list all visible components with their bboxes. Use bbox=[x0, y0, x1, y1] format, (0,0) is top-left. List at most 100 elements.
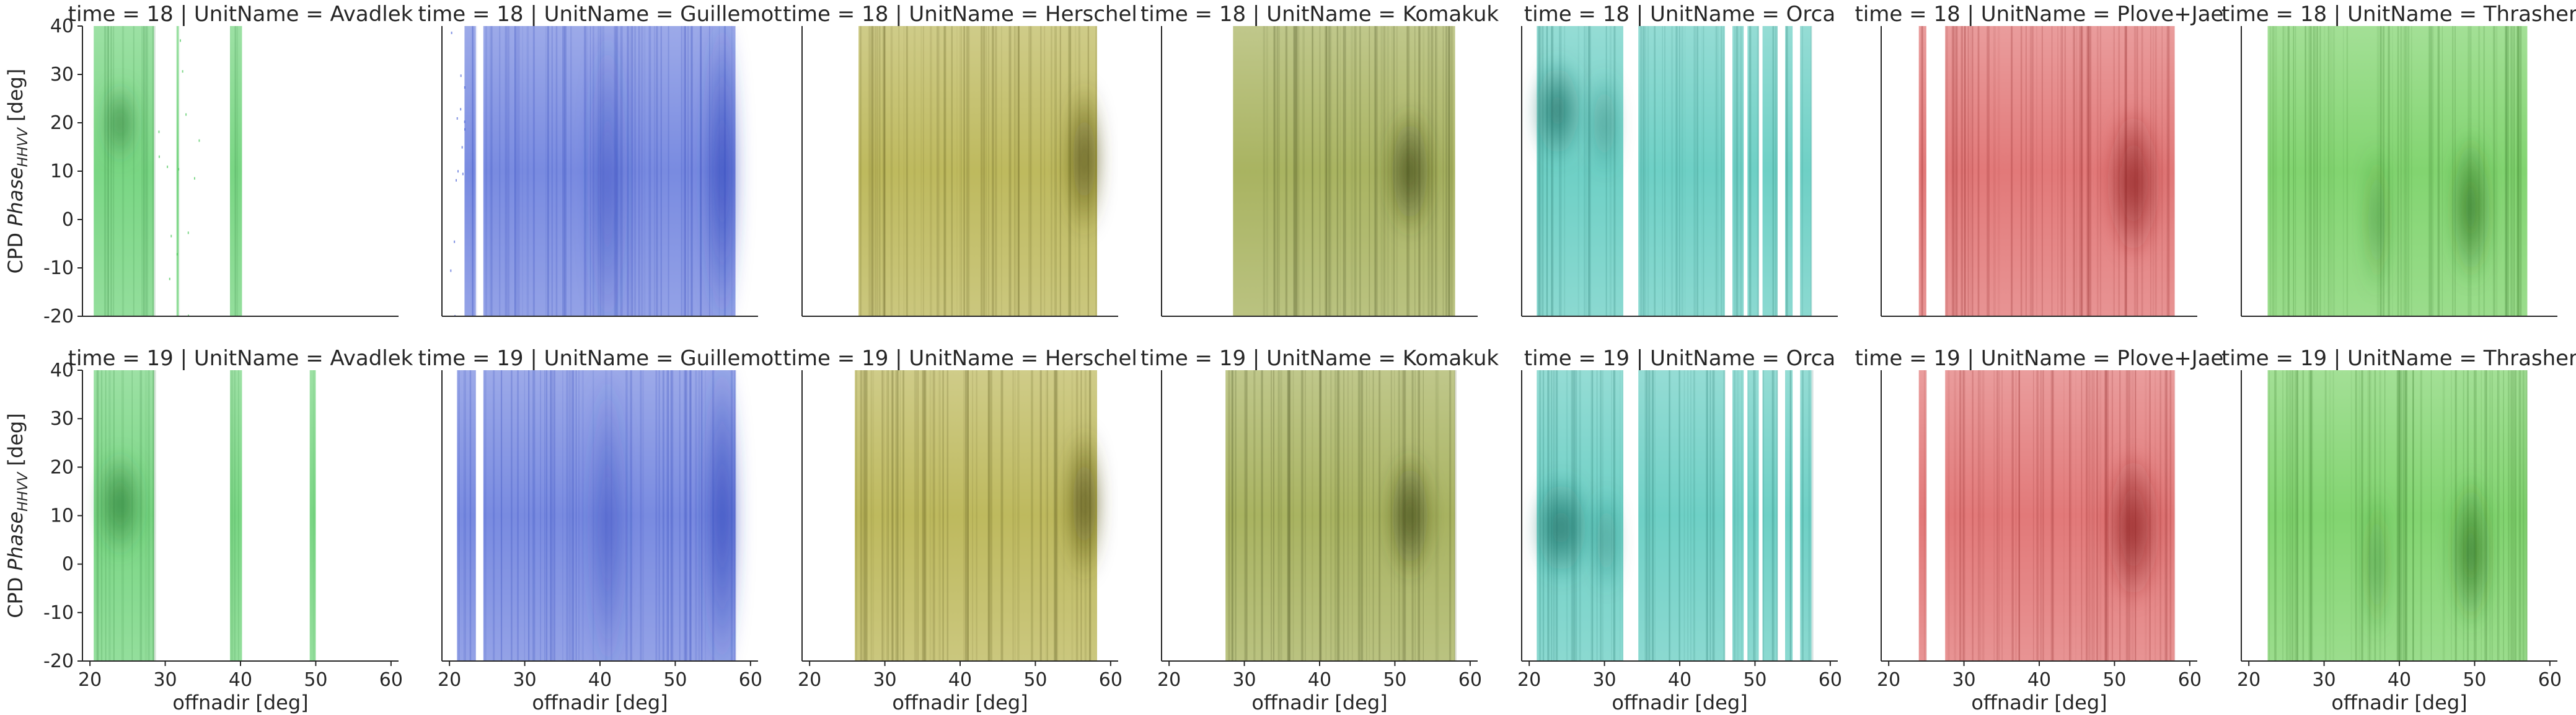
density-streak bbox=[2169, 370, 2171, 661]
density-streak bbox=[942, 370, 944, 661]
density-streak bbox=[1717, 26, 1719, 316]
density-streak bbox=[1703, 26, 1705, 316]
density-streak bbox=[113, 26, 115, 316]
density-streak bbox=[1435, 370, 1438, 661]
density-streak bbox=[2505, 26, 2507, 316]
scatter-point bbox=[158, 130, 160, 133]
density-streak bbox=[2294, 370, 2297, 661]
density-streak bbox=[1326, 26, 1328, 316]
density-area bbox=[1233, 26, 1455, 316]
density-streak bbox=[2400, 26, 2402, 316]
density-streak bbox=[1749, 26, 1752, 316]
density-streak bbox=[581, 370, 584, 661]
x-tick-label: 20 bbox=[1157, 669, 1181, 691]
density-streak bbox=[1293, 26, 1295, 316]
panel-18-orca: time = 18 | UnitName = Orca bbox=[1521, 2, 1838, 317]
density-streak bbox=[1312, 26, 1314, 316]
x-tick-label: 20 bbox=[2237, 669, 2261, 691]
density-streak bbox=[1312, 370, 1313, 661]
y-tick-label: -10 bbox=[43, 257, 74, 279]
density-streak bbox=[1587, 26, 1590, 316]
scatter-point bbox=[464, 86, 465, 89]
density-streak bbox=[653, 26, 656, 316]
density-streak bbox=[1339, 26, 1341, 316]
density-streak bbox=[546, 370, 547, 661]
density-streak bbox=[148, 370, 150, 661]
density-streak bbox=[1712, 370, 1714, 661]
density-streak bbox=[2355, 370, 2357, 661]
density-streak bbox=[1646, 370, 1648, 661]
density-band bbox=[464, 26, 476, 316]
density-area bbox=[94, 370, 316, 661]
density-streak bbox=[1014, 26, 1016, 316]
y-tick-label: 0 bbox=[62, 209, 74, 231]
density-streak bbox=[1044, 26, 1046, 316]
density-streak bbox=[2512, 370, 2514, 661]
density-streak bbox=[2510, 370, 2512, 661]
density-streak bbox=[1273, 26, 1276, 316]
density-streak bbox=[1446, 26, 1447, 316]
density-band bbox=[1800, 370, 1812, 661]
density-streak bbox=[2324, 370, 2327, 661]
density-streak bbox=[1669, 370, 1671, 661]
scatter-point bbox=[158, 155, 160, 158]
density-streak bbox=[2099, 370, 2102, 661]
density-streak bbox=[110, 26, 112, 316]
density-streak bbox=[2018, 370, 2021, 661]
density-streak bbox=[141, 26, 143, 316]
density-streak bbox=[922, 26, 924, 316]
density-band bbox=[94, 26, 154, 316]
density-streak bbox=[2282, 26, 2285, 316]
density-streak bbox=[2089, 26, 2091, 316]
density-streak bbox=[469, 370, 472, 661]
density-streak bbox=[490, 26, 492, 316]
density-mode-secondary bbox=[587, 370, 628, 661]
density-streak bbox=[1296, 26, 1299, 316]
density-streak bbox=[1449, 370, 1452, 661]
density-streak bbox=[2282, 370, 2284, 661]
x-tick-label: 40 bbox=[948, 669, 972, 691]
density-streak bbox=[2442, 370, 2445, 661]
density-streak bbox=[886, 370, 888, 661]
x-tick-label: 30 bbox=[873, 669, 896, 691]
density-streak bbox=[1983, 370, 1985, 661]
density-streak bbox=[976, 370, 977, 661]
density-streak bbox=[1972, 370, 1974, 661]
density-streak bbox=[961, 26, 963, 316]
density-streak bbox=[1709, 370, 1711, 661]
density-streak bbox=[871, 26, 874, 316]
density-streak bbox=[1294, 26, 1295, 316]
x-tick-label: 20 bbox=[1877, 669, 1900, 691]
density-streak bbox=[939, 370, 941, 661]
density-streak bbox=[656, 26, 658, 316]
density-streak bbox=[1613, 26, 1616, 316]
density-streak bbox=[884, 26, 886, 316]
density-streak bbox=[2020, 26, 2022, 316]
density-streak bbox=[104, 26, 107, 316]
density-streak bbox=[1654, 26, 1656, 316]
density-streak bbox=[2329, 26, 2332, 316]
density-streak bbox=[2309, 26, 2312, 316]
density-streak bbox=[1926, 370, 1927, 661]
x-tick-label: 30 bbox=[2312, 669, 2336, 691]
labels-layer: CPD PhaseHHVV [deg] CPD PhaseHHVV [deg] bbox=[4, 69, 31, 618]
density-streak bbox=[1045, 370, 1048, 661]
density-streak bbox=[2070, 370, 2072, 661]
density-streak bbox=[2452, 26, 2454, 316]
density-streak bbox=[2420, 370, 2422, 661]
density-streak bbox=[906, 26, 908, 316]
panel-18-komakuk: time = 18 | UnitName = Komakuk bbox=[1140, 2, 1499, 317]
density-streak bbox=[1328, 26, 1331, 316]
y-tick-label: 10 bbox=[50, 161, 74, 182]
density-streak bbox=[959, 26, 961, 316]
density-streak bbox=[584, 26, 586, 316]
density-streak bbox=[1961, 26, 1963, 316]
density-band bbox=[1638, 26, 1725, 316]
scatter-point bbox=[178, 167, 180, 171]
density-streak bbox=[152, 26, 154, 316]
density-streak bbox=[1811, 26, 1812, 316]
density-streak bbox=[2089, 26, 2092, 316]
density-streak bbox=[2073, 26, 2076, 316]
density-streak bbox=[1285, 26, 1288, 316]
scatter-point bbox=[460, 74, 462, 78]
